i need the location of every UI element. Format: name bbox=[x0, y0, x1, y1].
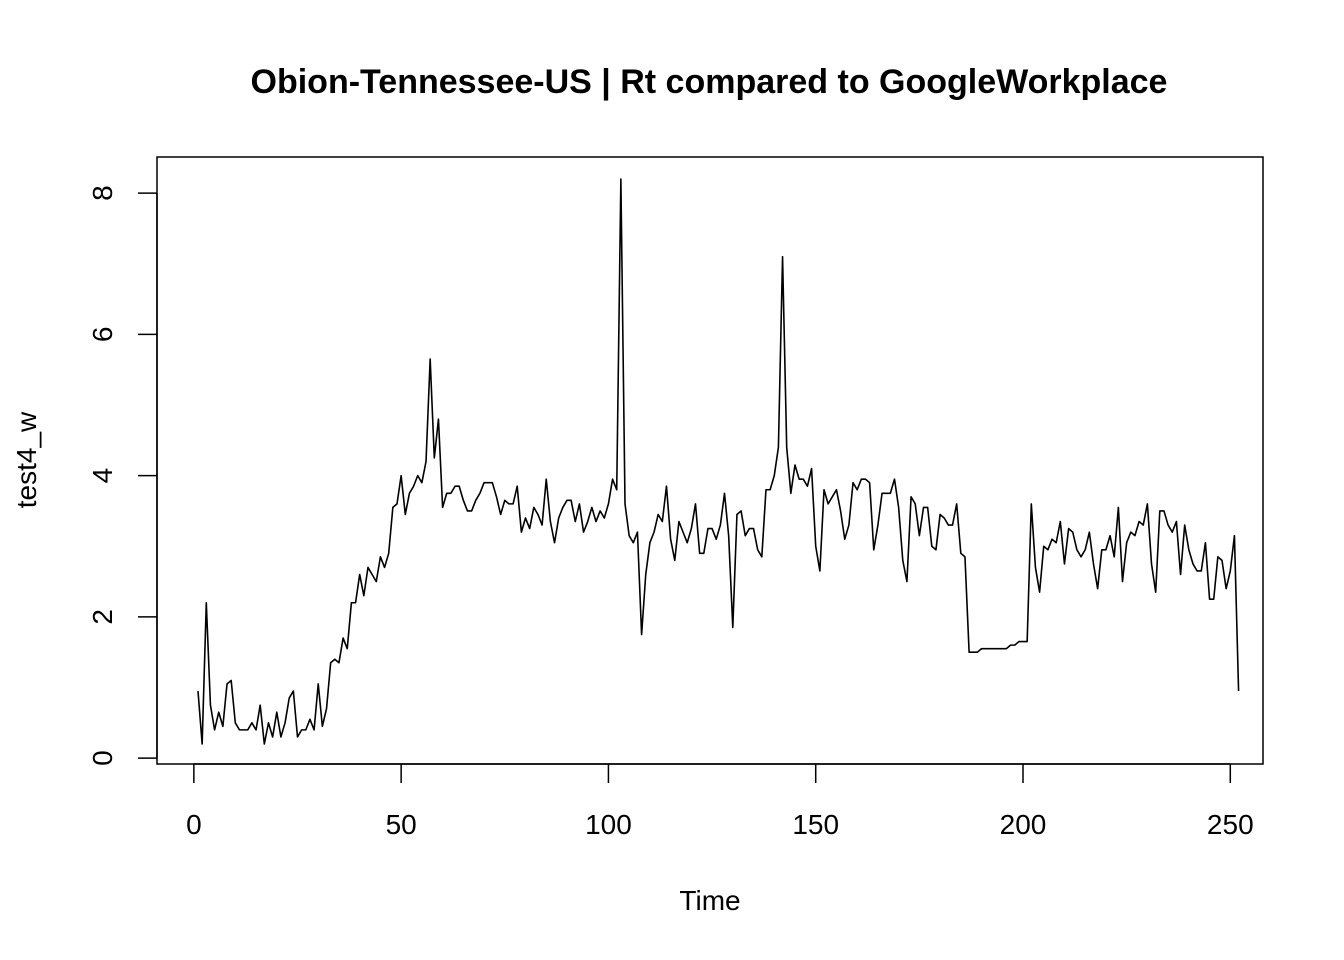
x-tick-label: 100 bbox=[585, 809, 632, 840]
chart-title: Obion-Tennessee-US | Rt compared to Goog… bbox=[251, 63, 1168, 101]
y-tick-label: 6 bbox=[87, 327, 118, 343]
x-tick-label: 200 bbox=[1000, 809, 1047, 840]
x-axis: 0 50 100 150 200 250 bbox=[186, 763, 1254, 840]
x-tick-label: 250 bbox=[1207, 809, 1254, 840]
x-tick-label: 0 bbox=[186, 809, 202, 840]
plot-frame bbox=[156, 156, 1264, 765]
y-tick-label: 8 bbox=[87, 185, 118, 201]
y-tick-label: 2 bbox=[87, 609, 118, 625]
y-axis: 0 2 4 6 8 bbox=[87, 185, 158, 766]
y-axis-label: test4_w bbox=[11, 411, 42, 508]
x-tick-label: 150 bbox=[792, 809, 839, 840]
y-tick-label: 0 bbox=[87, 750, 118, 766]
y-tick-label: 4 bbox=[87, 468, 118, 484]
x-tick-label: 50 bbox=[386, 809, 417, 840]
x-axis-label: Time bbox=[679, 885, 740, 916]
series-line bbox=[197, 178, 1240, 745]
